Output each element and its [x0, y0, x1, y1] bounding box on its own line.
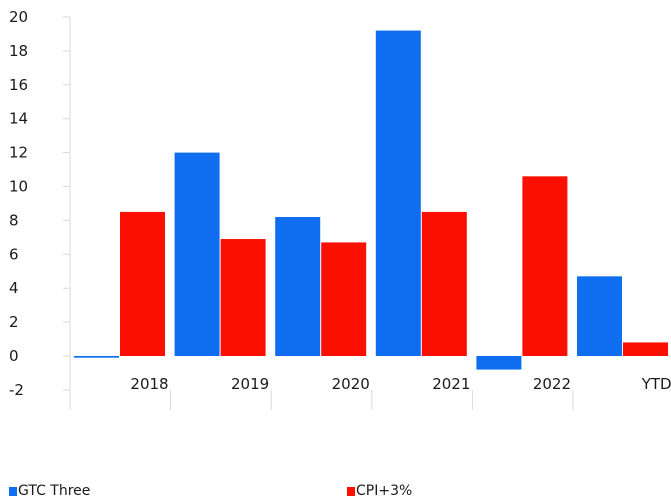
x-axis-tick-labels: 2018 2019 2020 2021 2022 YTD: [130, 375, 671, 393]
bar-cpi-2019: [220, 239, 266, 356]
bar-gtc-three-2019: [174, 152, 220, 356]
x-tick-label: 2020: [332, 375, 370, 393]
y-tick-label: 0: [9, 347, 19, 365]
bar-gtc-three-ytd: [577, 276, 622, 356]
y-tick-label: 2: [9, 313, 19, 331]
y-axis-ticks: [63, 16, 70, 391]
bar-gtc-three-2020: [275, 217, 321, 356]
bars: [74, 30, 668, 370]
y-tick-label: 20: [9, 8, 28, 26]
bar-cpi-ytd: [623, 342, 668, 356]
y-tick-label: 14: [9, 110, 28, 128]
x-tick-label: 2018: [130, 375, 168, 393]
legend-label-cpi: CPI+3%: [356, 483, 413, 499]
y-tick-label: 4: [9, 279, 19, 297]
legend-swatch-cpi: [347, 486, 355, 496]
y-tick-label: 8: [9, 211, 19, 229]
bar-gtc-three-2021: [375, 30, 421, 357]
bar-cpi-2020: [321, 242, 367, 356]
x-tick-label: 2019: [231, 375, 269, 393]
legend-label-gtc-three: GTC Three: [18, 483, 91, 499]
legend-item-gtc-three: GTC Three: [9, 482, 90, 500]
y-tick-label: 18: [9, 42, 28, 60]
legend-swatch-gtc-three: [9, 486, 17, 496]
x-tick-label: YTD: [641, 375, 671, 393]
y-tick-label: -2: [9, 381, 24, 399]
x-tick-label: 2021: [432, 375, 470, 393]
y-tick-label: 10: [9, 178, 28, 196]
bar-cpi-2021: [421, 211, 467, 356]
x-tick-label: 2022: [533, 375, 571, 393]
bar-cpi-2018: [120, 211, 165, 356]
bar-cpi-2022: [522, 176, 568, 356]
y-tick-label: 12: [9, 144, 28, 162]
bar-gtc-three-2022: [476, 356, 522, 370]
legend-item-cpi: CPI+3%: [347, 482, 412, 500]
bar-gtc-three-2018: [74, 356, 119, 358]
y-tick-label: 6: [9, 245, 19, 263]
category-separators: [69, 17, 574, 410]
y-tick-label: 16: [9, 76, 28, 94]
